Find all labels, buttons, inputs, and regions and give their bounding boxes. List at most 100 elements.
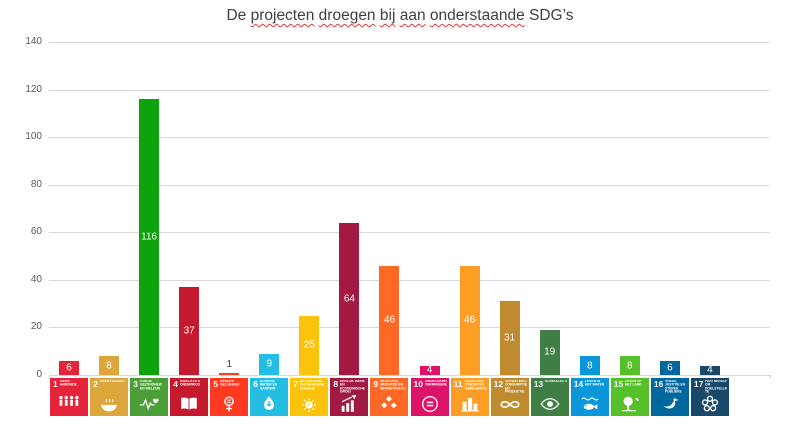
bar-value-label: 4 (707, 364, 713, 376)
axis-end-tick (49, 375, 50, 379)
bar-value-label: 6 (667, 362, 673, 374)
sdg-tile-number: 8 (333, 379, 339, 389)
gridline (49, 375, 770, 376)
sdg-column-4: 37 4 KWALITEITS ONDERWIJS (169, 42, 209, 416)
bar-sdg-7[interactable]: 25 (299, 315, 320, 375)
bar-sdg-14[interactable]: 8 (579, 356, 600, 375)
sdg-tile-label: EERLIJK WERK EN ECONOMISCHE GROEI (340, 380, 366, 393)
bar-sdg-11[interactable]: 46 (459, 265, 480, 375)
sdg-tile-label: SCHOON WATER EN SANITAIR (260, 380, 278, 391)
bowl-icon (90, 393, 128, 416)
sdg-column-13: 19 13KLIMAATACTIE (530, 42, 570, 416)
sdg-tile-number: 15 (613, 379, 624, 389)
bar-value-label: 6 (66, 362, 72, 374)
sdg-3-tile: 3 GOEDE GEZONDHEID EN WELZIJN (130, 378, 169, 416)
sdg-tile-label: GENDER GELIJKHEID (219, 380, 240, 387)
bar-value-label: 19 (544, 346, 556, 358)
bar-sdg-2[interactable]: 8 (99, 356, 120, 375)
bar-value-label: 1 (226, 358, 233, 370)
bar-sdg-1[interactable]: 6 (59, 360, 80, 375)
sdg-column-2: 8 2 GEEN HONGER (89, 42, 129, 416)
sdg-tile-number: 2 (93, 379, 98, 389)
dove-icon (651, 393, 689, 416)
sdg-tile-label: GOEDE GEZONDHEID EN WELZIJN (139, 380, 162, 391)
axis-end-tick (770, 375, 771, 379)
bar-value-label: 9 (266, 358, 273, 370)
sdg-4-tile: 4 KWALITEITS ONDERWIJS (170, 378, 209, 416)
sdg-tile-label: KWALITEITS ONDERWIJS (179, 380, 200, 387)
bar-value-label: 8 (106, 360, 112, 371)
bar-sdg-13[interactable]: 19 (539, 329, 560, 375)
bar-value-label: 116 (141, 231, 158, 243)
sdg-tile-number: 3 (133, 379, 138, 389)
sdg-column-15: 8 15 LEVEN OP HET LAND (610, 42, 650, 416)
bar-value-label: 25 (303, 339, 315, 351)
sdg-tile-label: LEVEN IN HET WATER (585, 380, 605, 387)
sdg-6-tile: 6 SCHOON WATER EN SANITAIR (250, 378, 289, 416)
sdg-10-tile: 10ONGELIJKHEID VERMINDEREN (410, 378, 449, 416)
bar-sdg-10[interactable]: 4 (419, 365, 440, 376)
bar-value-label: 46 (383, 314, 396, 326)
sdg-tile-number: 12 (493, 379, 504, 389)
bar-sdg-15[interactable]: 8 (619, 356, 640, 375)
sdg-tile-label: VREDE, JUSTITIE EN STERKE PUBLIEKE DIENS… (665, 380, 686, 393)
gender-equality-icon (210, 393, 248, 416)
sdg-tile-number: 9 (373, 379, 379, 389)
sdg-column-1: 6 1 GEEN ARMOEDE (49, 42, 89, 416)
title-word: SDG’s (529, 7, 574, 24)
sdg-tile-number: 14 (573, 379, 584, 389)
sdg-column-3: 116 3 GOEDE GEZONDHEID EN WELZIJN (129, 42, 169, 416)
sdg-tile-label: ONGELIJKHEID VERMINDEREN (424, 380, 447, 387)
sdg-tile-number: 1 (53, 379, 58, 389)
cubes-icon (370, 393, 408, 416)
sdg-column-14: 8 14 LEVEN IN HET WATER (570, 42, 610, 416)
bar-sdg-12[interactable]: 31 (499, 301, 520, 375)
bar-value-label: 64 (343, 293, 355, 305)
bar-sdg-16[interactable]: 6 (659, 360, 680, 375)
tree-icon (611, 393, 649, 416)
y-axis-tick-label: 80 (30, 178, 42, 190)
y-axis-tick-label: 120 (25, 83, 42, 95)
sdg-tile-number: 6 (253, 379, 259, 389)
rings-icon (691, 393, 729, 416)
bar-sdg-8[interactable]: 64 (339, 222, 360, 375)
sdg-tile-number: 7 (293, 379, 299, 389)
title-word: De (226, 7, 247, 24)
bar-sdg-3[interactable]: 116 (139, 99, 160, 375)
water-drop-icon (250, 393, 288, 416)
gridline (49, 232, 770, 234)
sdg-1-tile: 1 GEEN ARMOEDE (50, 378, 89, 416)
sdg-12-tile: 12VERANTWOORDE CONSUMPTIE EN PRODUCTIE (490, 378, 529, 416)
bar-sdg-5[interactable] (219, 372, 240, 375)
sdg-tile-number: 5 (213, 379, 218, 389)
bar-sdg-6[interactable]: 9 (259, 353, 280, 375)
title-word: bij (379, 7, 396, 24)
y-axis-tick-label: 20 (30, 321, 42, 333)
sdg-tile-label: KLIMAATACTIE (545, 380, 567, 384)
sdg-tile-number: 16 (653, 379, 664, 389)
bar-sdg-4[interactable]: 37 (179, 287, 200, 375)
sdg-5-tile: 5 GENDER GELIJKHEID (210, 378, 249, 416)
city-icon (451, 393, 489, 416)
title-word: droegen (318, 7, 376, 24)
people-icon (50, 393, 88, 416)
y-axis-tick-label: 40 (30, 273, 42, 285)
sdg-tile-label: LEVEN OP HET LAND (625, 380, 642, 387)
bar-sdg-9[interactable]: 46 (379, 265, 400, 375)
bar-value-label: 8 (627, 360, 633, 371)
sdg-tile-label: GEEN ARMOEDE (59, 380, 77, 387)
bar-value-label: 46 (464, 314, 476, 326)
bar-sdg-17[interactable]: 4 (699, 364, 720, 376)
sdg-14-tile: 14 LEVEN IN HET WATER (570, 378, 609, 416)
infinity-icon (491, 393, 529, 416)
gridline (49, 89, 770, 91)
sdg-column-10: 4 10ONGELIJKHEID VERMINDEREN (410, 42, 450, 416)
gridline (49, 137, 770, 139)
title-word: onderstaande (429, 7, 525, 24)
y-axis-tick-label: 140 (25, 36, 42, 47)
sdg-column-5: 1 5 GENDER GELIJKHEID (209, 42, 249, 416)
